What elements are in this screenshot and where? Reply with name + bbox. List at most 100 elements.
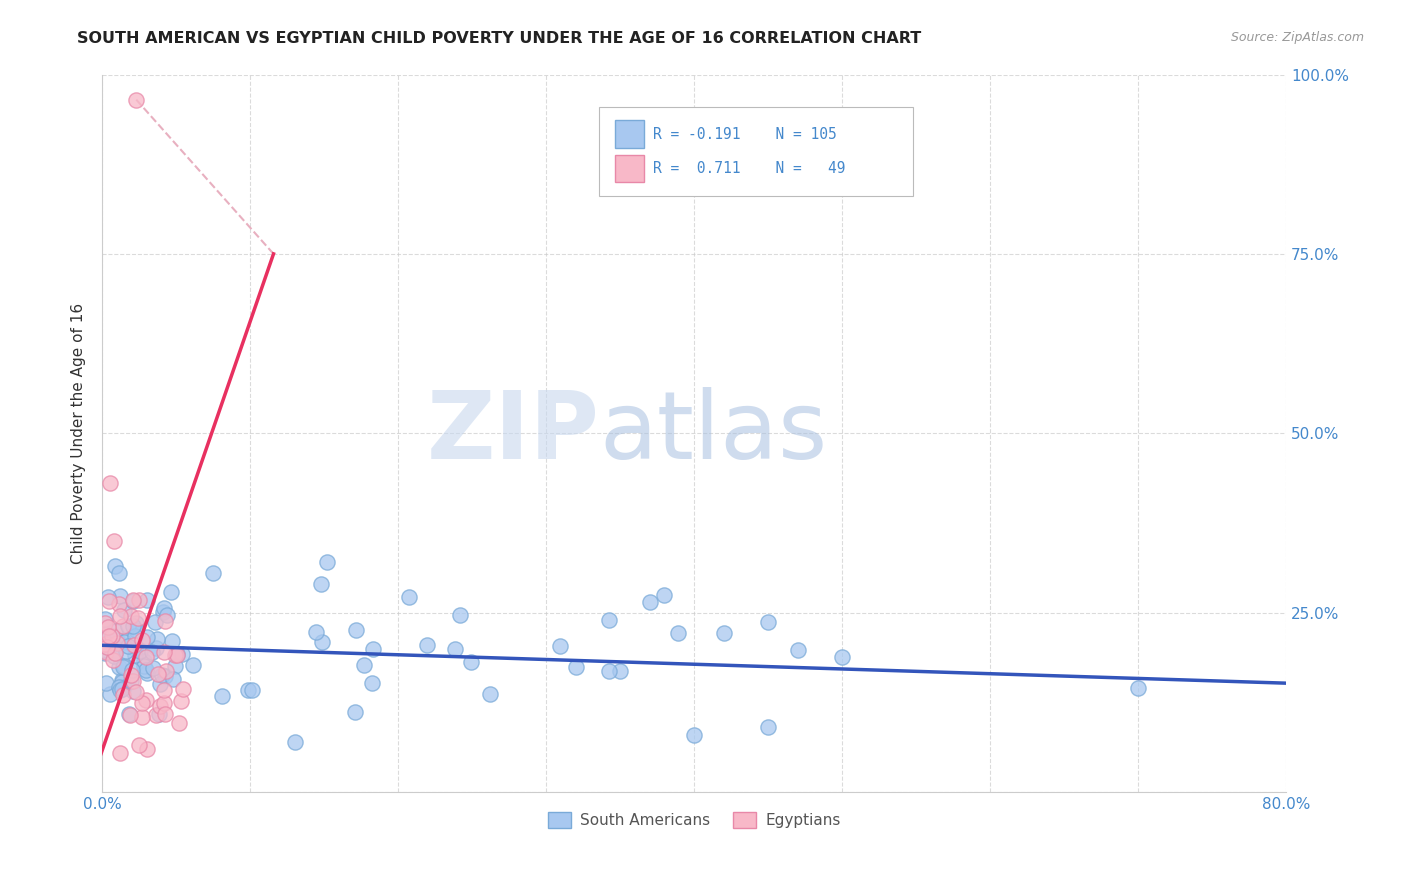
- Point: [135, 650, 157, 665]
- Point: [135, 742, 157, 756]
- Point: [131, 696, 153, 710]
- Point: [118, 707, 141, 722]
- Text: ZIP: ZIP: [426, 387, 599, 479]
- Point: [756, 720, 779, 734]
- Point: [97, 591, 120, 605]
- Point: [169, 694, 191, 708]
- FancyBboxPatch shape: [614, 155, 644, 182]
- Point: [132, 659, 155, 673]
- Point: [148, 707, 170, 722]
- Point: [240, 683, 263, 698]
- Point: [149, 677, 172, 691]
- Point: [145, 641, 167, 656]
- Point: [98, 687, 121, 701]
- Point: [108, 566, 131, 580]
- Point: [112, 603, 135, 617]
- Point: [361, 642, 384, 657]
- Point: [101, 653, 124, 667]
- Point: [103, 533, 125, 548]
- Point: [460, 656, 482, 670]
- Point: [124, 648, 146, 663]
- Point: [344, 624, 367, 638]
- Point: [135, 593, 157, 607]
- Point: [609, 664, 631, 678]
- Point: [211, 689, 233, 703]
- Point: [683, 728, 706, 742]
- Point: [98, 629, 121, 643]
- Y-axis label: Child Poverty Under the Age of 16: Child Poverty Under the Age of 16: [72, 302, 86, 564]
- Point: [94, 675, 117, 690]
- Point: [108, 609, 131, 624]
- Point: [136, 666, 159, 681]
- Point: [101, 629, 124, 643]
- Point: [122, 684, 145, 698]
- Point: [155, 669, 177, 683]
- Point: [124, 642, 146, 657]
- FancyBboxPatch shape: [599, 107, 912, 196]
- Point: [316, 555, 339, 569]
- Point: [94, 646, 117, 660]
- Point: [172, 648, 194, 662]
- Point: [94, 640, 117, 654]
- Point: [550, 639, 572, 653]
- Point: [104, 559, 127, 574]
- Point: [108, 598, 131, 612]
- Point: [165, 648, 187, 662]
- Point: [153, 614, 176, 628]
- Point: [104, 643, 127, 657]
- Point: [153, 696, 176, 710]
- Point: [153, 706, 176, 721]
- Point: [122, 592, 145, 607]
- Text: Source: ZipAtlas.com: Source: ZipAtlas.com: [1230, 31, 1364, 45]
- Point: [104, 624, 127, 639]
- Point: [162, 672, 184, 686]
- Point: [125, 93, 148, 107]
- Point: [638, 595, 661, 609]
- Point: [343, 705, 366, 719]
- Point: [108, 682, 131, 697]
- Point: [105, 635, 128, 649]
- Point: [416, 638, 439, 652]
- Point: [353, 657, 375, 672]
- Point: [108, 680, 131, 694]
- Point: [163, 658, 186, 673]
- Point: [1126, 681, 1149, 695]
- Point: [115, 632, 138, 647]
- Legend: South Americans, Egyptians: South Americans, Egyptians: [541, 806, 846, 835]
- Point: [135, 664, 157, 678]
- Point: [131, 633, 153, 648]
- Point: [124, 685, 146, 699]
- Point: [120, 667, 142, 681]
- Point: [136, 630, 159, 644]
- Point: [105, 632, 128, 647]
- Point: [478, 687, 501, 701]
- Point: [238, 682, 260, 697]
- Point: [94, 637, 117, 651]
- Point: [93, 643, 115, 657]
- Point: [104, 646, 127, 660]
- Point: [117, 640, 139, 654]
- Point: [108, 660, 131, 674]
- Point: [112, 635, 135, 649]
- Point: [654, 588, 676, 602]
- Point: [111, 688, 134, 702]
- Point: [96, 640, 118, 654]
- Point: [304, 624, 326, 639]
- Point: [172, 682, 194, 697]
- Point: [150, 667, 173, 681]
- Point: [98, 635, 121, 649]
- Point: [284, 735, 307, 749]
- Point: [598, 664, 620, 678]
- Point: [146, 666, 169, 681]
- Point: [122, 673, 145, 688]
- Point: [153, 683, 176, 698]
- Point: [104, 647, 127, 661]
- Text: SOUTH AMERICAN VS EGYPTIAN CHILD POVERTY UNDER THE AGE OF 16 CORRELATION CHART: SOUTH AMERICAN VS EGYPTIAN CHILD POVERTY…: [77, 31, 921, 46]
- Point: [141, 645, 163, 659]
- Point: [145, 615, 167, 629]
- Point: [166, 647, 188, 661]
- Point: [111, 674, 134, 689]
- Point: [398, 591, 420, 605]
- Point: [131, 710, 153, 724]
- Point: [127, 611, 149, 625]
